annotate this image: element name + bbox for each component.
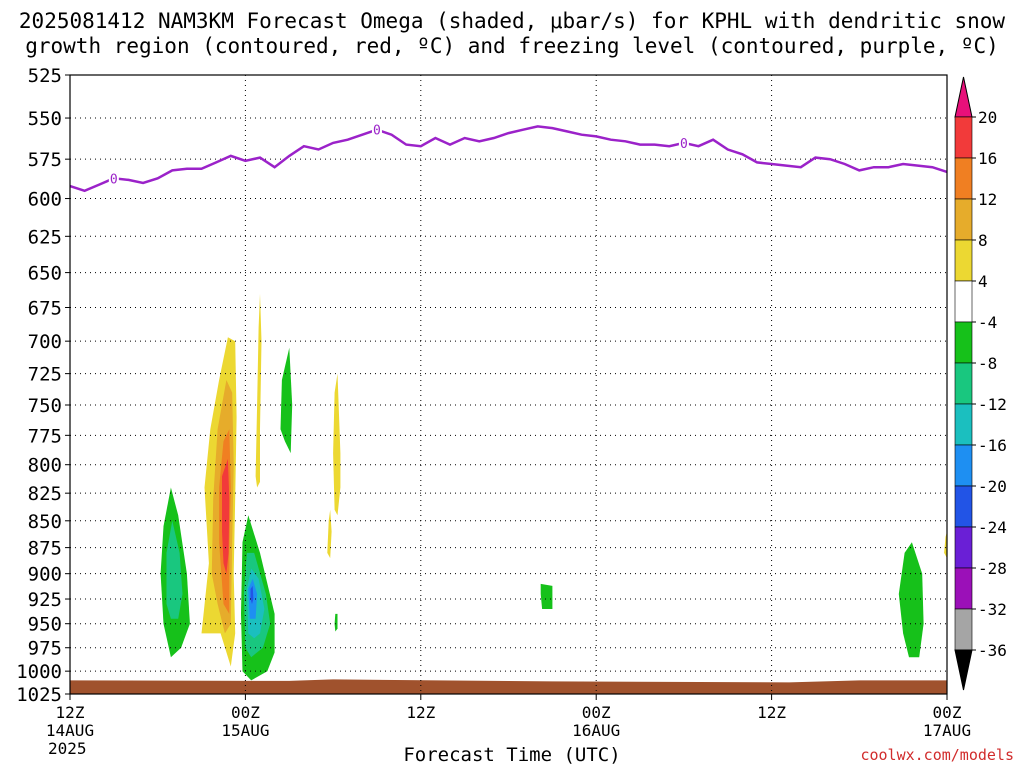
colorbar-label-2: 12 xyxy=(978,190,997,209)
y-tick-label-700: 700 xyxy=(28,331,62,353)
freezing-level-label-bg-1 xyxy=(371,122,382,136)
colorbar-swatch-4 xyxy=(954,280,973,323)
omega-region-7 xyxy=(944,531,947,559)
y-tick-label-975: 975 xyxy=(28,638,62,660)
colorbar-swatch-6 xyxy=(954,362,973,405)
grid-layer xyxy=(70,75,947,694)
x-tick-label-2-0: 12Z xyxy=(406,703,435,722)
plot-frame xyxy=(69,74,948,695)
omega-region-16 xyxy=(334,613,338,632)
omega-region-5 xyxy=(333,373,341,516)
y-tick-label-900: 900 xyxy=(28,564,62,586)
colorbar-label-0: 20 xyxy=(978,108,997,127)
y-tick-label-850: 850 xyxy=(28,511,62,533)
colorbar: 20 16 12 8 4 -4 -8 -12 -16 -20 -24 -28 -32 -36 xyxy=(954,76,1007,691)
omega-region-15 xyxy=(280,347,293,454)
y-tick-label-575: 575 xyxy=(28,149,62,171)
y-tick-label-1000: 1000 xyxy=(16,661,62,683)
chart-title-line-2: growth region (contoured, red, ºC) and f… xyxy=(25,34,999,58)
y-tick-label-950: 950 xyxy=(28,614,62,636)
freezing-level-label-2: 0 xyxy=(680,137,688,152)
y-tick-label-875: 875 xyxy=(28,538,62,560)
chart-title-line-1: 2025081412 NAM3KM Forecast Omega (shaded… xyxy=(18,9,1006,33)
x-axis-label: Forecast Time (UTC) xyxy=(403,744,621,766)
colorbar-swatch-5 xyxy=(954,321,973,364)
freezing-level-label-bg-2 xyxy=(678,135,689,149)
freezing-level-line xyxy=(69,125,948,193)
y-tick-label-775: 775 xyxy=(28,425,62,447)
y-tick-label-525: 525 xyxy=(28,65,62,87)
omega-region-14 xyxy=(250,585,254,604)
omega-region-3 xyxy=(222,458,230,574)
colorbar-label-10: -24 xyxy=(978,518,1007,537)
colorbar-swatch-12 xyxy=(954,608,973,651)
colorbar-label-8: -16 xyxy=(978,436,1007,455)
colorbar-label-13: -36 xyxy=(978,641,1007,660)
colorbar-label-6: -8 xyxy=(978,354,997,373)
x-tick-label-1-0: 00Z xyxy=(231,703,260,722)
x-tick-label-0-1: 14AUG xyxy=(46,721,94,740)
colorbar-swatch-10 xyxy=(954,526,973,569)
y-tick-label-725: 725 xyxy=(28,364,62,386)
omega-region-18 xyxy=(898,542,924,658)
terrain-fill xyxy=(70,679,947,694)
y-tick-label-650: 650 xyxy=(28,263,62,285)
colorbar-label-9: -20 xyxy=(978,477,1007,496)
y-tick-label-600: 600 xyxy=(28,189,62,211)
terrain-layer xyxy=(70,679,947,694)
x-tick-label-4-0: 12Z xyxy=(757,703,786,722)
freezing-level-layer: 0 0 0 xyxy=(69,122,948,193)
colorbar-swatch-1 xyxy=(954,157,973,200)
omega-region-17 xyxy=(540,583,553,609)
colorbar-label-3: 8 xyxy=(978,231,988,250)
y-tick-label-550: 550 xyxy=(28,108,62,130)
y-tick-label-625: 625 xyxy=(28,226,62,248)
x-tick-label-5-1: 17AUG xyxy=(923,721,971,740)
colorbar-label-4: 4 xyxy=(978,272,988,291)
colorbar-label-7: -12 xyxy=(978,395,1007,414)
y-tick-label-925: 925 xyxy=(28,589,62,611)
colorbar-label-11: -28 xyxy=(978,559,1007,578)
y-tick-label-750: 750 xyxy=(28,395,62,417)
y-tick-label-1025: 1025 xyxy=(16,684,62,706)
colorbar-label-5: -4 xyxy=(978,313,997,332)
x-tick-label-5-0: 00Z xyxy=(933,703,962,722)
y-tick-label-800: 800 xyxy=(28,455,62,477)
freezing-level-label-bg-0 xyxy=(108,171,119,185)
omega-region-6 xyxy=(327,509,332,559)
freezing-level-label-0: 0 xyxy=(110,172,118,187)
site-credit: coolwx.com/models xyxy=(860,746,1014,764)
x-tick-label-3-1: 16AUG xyxy=(572,721,620,740)
colorbar-swatch-7 xyxy=(954,403,973,446)
colorbar-swatch-3 xyxy=(954,239,973,282)
colorbar-swatch-11 xyxy=(954,567,973,610)
colorbar-top-arrow xyxy=(954,76,973,118)
y-tick-label-675: 675 xyxy=(28,298,62,320)
colorbar-swatch-2 xyxy=(954,198,973,241)
colorbar-swatch-8 xyxy=(954,444,973,487)
y-tick-label-825: 825 xyxy=(28,483,62,505)
colorbar-swatch-9 xyxy=(954,485,973,528)
omega-region-4 xyxy=(255,293,262,488)
x-tick-label-0-2: 2025 xyxy=(48,739,87,758)
colorbar-label-1: 16 xyxy=(978,149,997,168)
omega-shading-layer xyxy=(160,293,947,681)
colorbar-label-12: -32 xyxy=(978,600,1007,619)
x-tick-label-3-0: 00Z xyxy=(582,703,611,722)
x-tick-label-1-1: 15AUG xyxy=(221,721,269,740)
omega-region-9 xyxy=(166,520,183,619)
colorbar-bottom-arrow xyxy=(954,649,973,691)
colorbar-swatch-0 xyxy=(954,116,973,159)
freezing-level-label-1: 0 xyxy=(373,124,381,139)
axes-layer: 525 550 575 600 625 650 675 700 725 750 775 800 825 8… xyxy=(16,65,971,758)
x-tick-label-0-0: 12Z xyxy=(56,703,85,722)
